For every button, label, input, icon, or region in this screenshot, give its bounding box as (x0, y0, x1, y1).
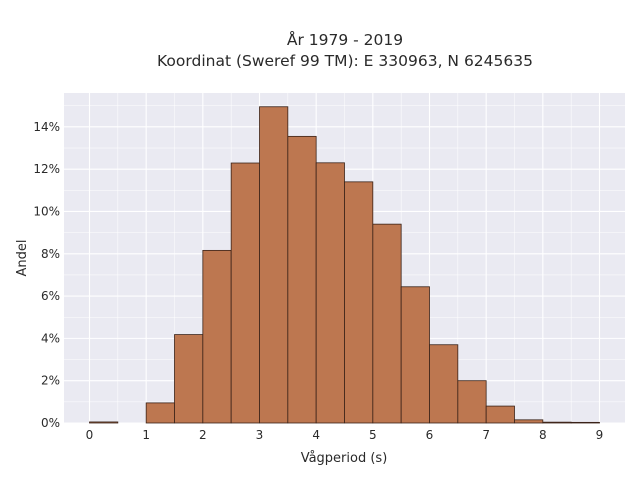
x-tick-label: 7 (482, 428, 490, 442)
x-tick-label: 5 (369, 428, 377, 442)
x-tick-label: 6 (426, 428, 434, 442)
histogram-bar (145, 402, 175, 424)
histogram-bars (89, 106, 600, 424)
histogram-bar (259, 106, 289, 424)
x-axis-label: Vågperiod (s) (301, 451, 388, 466)
y-tick-label: 10% (33, 204, 60, 218)
y-axis-label: Andel (15, 240, 30, 277)
chart-title-line2: Koordinat (Sweref 99 TM): E 330963, N 62… (157, 52, 533, 70)
x-tick-label: 4 (312, 428, 320, 442)
x-axis-ticks: 0 1 2 3 4 5 6 7 8 9 (86, 428, 604, 442)
histogram-bar (570, 421, 600, 424)
histogram-bar (315, 162, 345, 424)
x-tick-label: 9 (596, 428, 604, 442)
histogram-bar (542, 421, 572, 424)
x-tick-label: 3 (256, 428, 264, 442)
x-tick-label: 8 (539, 428, 547, 442)
histogram-bar (429, 344, 459, 424)
y-tick-label: 4% (41, 331, 60, 345)
x-tick-label: 2 (199, 428, 207, 442)
histogram-bar (202, 249, 232, 424)
histogram-bar (400, 286, 430, 424)
histogram-bar (514, 419, 544, 424)
y-tick-label: 14% (33, 120, 60, 134)
y-tick-label: 2% (41, 374, 60, 388)
y-tick-label: 8% (41, 247, 60, 261)
chart-title-line1: År 1979 - 2019 (287, 30, 403, 49)
histogram-bar (344, 181, 374, 424)
histogram-bar (287, 135, 317, 424)
x-tick-label: 0 (86, 428, 94, 442)
histogram-bar (457, 380, 487, 424)
histogram-bar (174, 334, 204, 424)
y-axis-ticks: 0% 2% 4% 6% 8% 10% 12% 14% (33, 120, 60, 430)
y-tick-label: 12% (33, 162, 60, 176)
x-tick-label: 1 (142, 428, 150, 442)
histogram-bar (230, 162, 260, 424)
y-tick-label: 6% (41, 289, 60, 303)
y-tick-label: 0% (41, 416, 60, 430)
histogram-bar (372, 223, 402, 424)
histogram-bar (89, 421, 119, 424)
histogram-bar (485, 405, 515, 424)
